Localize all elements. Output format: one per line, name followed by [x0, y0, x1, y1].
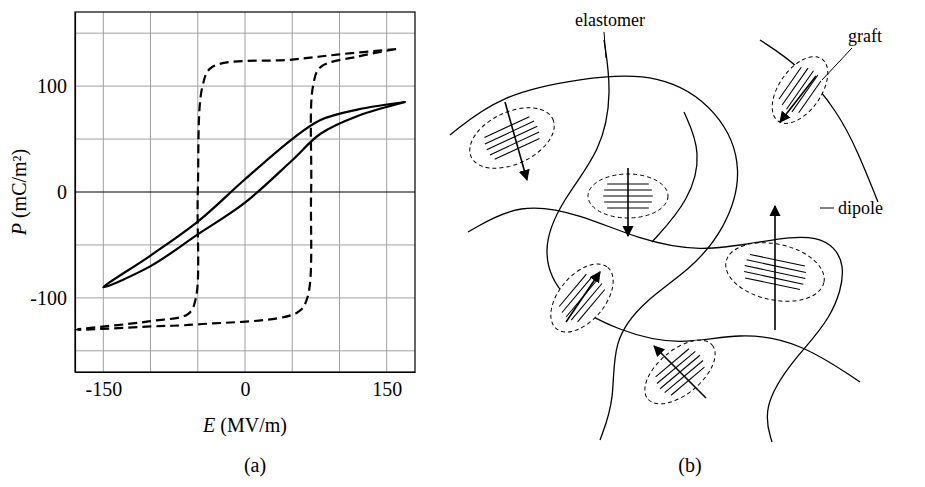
chain-segment: [745, 278, 800, 290]
chain-segment: [747, 260, 806, 273]
loop-line: [77, 49, 396, 330]
polymer-chain: [547, 40, 860, 382]
chain-segment: [562, 276, 593, 313]
grid-line: [75, 297, 415, 298]
grid: [75, 12, 415, 372]
chain-segment: [799, 81, 821, 113]
panel-caption: (a): [244, 454, 266, 477]
chain-segment: [484, 117, 529, 138]
polymer-chain: [468, 208, 842, 442]
tick: 100: [37, 75, 75, 97]
tick-label: -150: [85, 378, 122, 400]
domain-outline: [460, 95, 564, 180]
chain-segment: [786, 71, 813, 110]
diagram-label: dipole: [838, 198, 883, 218]
crystal-domain: [761, 47, 839, 133]
dipole-arrow: [654, 346, 706, 398]
tick-label: 0: [57, 181, 67, 203]
tick-label: -100: [30, 287, 67, 309]
diagram-label: elastomer: [575, 10, 645, 30]
chain-segment: [571, 284, 602, 321]
tick-label: 150: [372, 378, 402, 400]
tick-label: 0: [241, 378, 251, 400]
polymer-chain: [760, 40, 878, 202]
tick: 0: [241, 372, 251, 400]
chain-segment: [485, 121, 534, 144]
polymer-chain: [652, 112, 697, 242]
loop-line: [103, 102, 405, 287]
diagram-label: graft: [848, 26, 882, 46]
chain-segment: [750, 254, 805, 266]
chart: -150 0 150 -100 0 100 E (MV/m) P (mC/m²) (a): [8, 12, 416, 477]
x-axis-title: E (MV/m): [202, 414, 287, 437]
grid-line: [75, 350, 415, 351]
y-axis: -100 0 100: [30, 13, 75, 373]
leader-line: [822, 48, 852, 80]
tick: 150: [372, 372, 402, 400]
leader-line: [604, 32, 606, 58]
zero-line: [75, 191, 415, 192]
tick: -150: [85, 372, 122, 400]
domain-outline: [634, 328, 727, 416]
chain-segment: [578, 290, 605, 322]
tick: 0: [57, 181, 75, 203]
grid-line: [75, 33, 415, 34]
series-group: [77, 49, 406, 330]
plot-frame: [75, 12, 415, 372]
chain-segment: [495, 138, 540, 159]
grid-line: [75, 86, 415, 87]
diagram: elastomer graft dipole (b): [450, 10, 883, 477]
chain-segment: [559, 274, 586, 306]
dipole-arrow: [627, 168, 629, 236]
figure: -150 0 150 -100 0 100 E (MV/m) P (mC/m²) (a) elas…: [0, 0, 925, 487]
chain-segment: [782, 68, 808, 105]
panel-caption: (b): [678, 454, 701, 477]
grid-line: [75, 139, 415, 140]
tick-label: 100: [37, 75, 67, 97]
polymer-chain: [450, 76, 738, 440]
grid-line: [75, 244, 415, 245]
dipole-arrow: [566, 272, 600, 322]
crystal-domain: [539, 253, 626, 344]
dipole-arrow: [774, 206, 776, 330]
y-axis-title: P (mC/m²): [8, 149, 31, 237]
chain-segment: [744, 272, 803, 285]
crystal-domain: [634, 328, 727, 416]
tick: -100: [30, 287, 75, 309]
domain-outline: [539, 253, 626, 344]
x-axis: -150 0 150: [76, 372, 416, 400]
chain-segment: [792, 75, 818, 112]
leader-line: [820, 208, 834, 209]
dipole-arrow: [780, 76, 816, 122]
dipole-arrow: [505, 102, 527, 180]
crystal-domain: [460, 95, 564, 180]
domain-outline: [761, 47, 839, 133]
